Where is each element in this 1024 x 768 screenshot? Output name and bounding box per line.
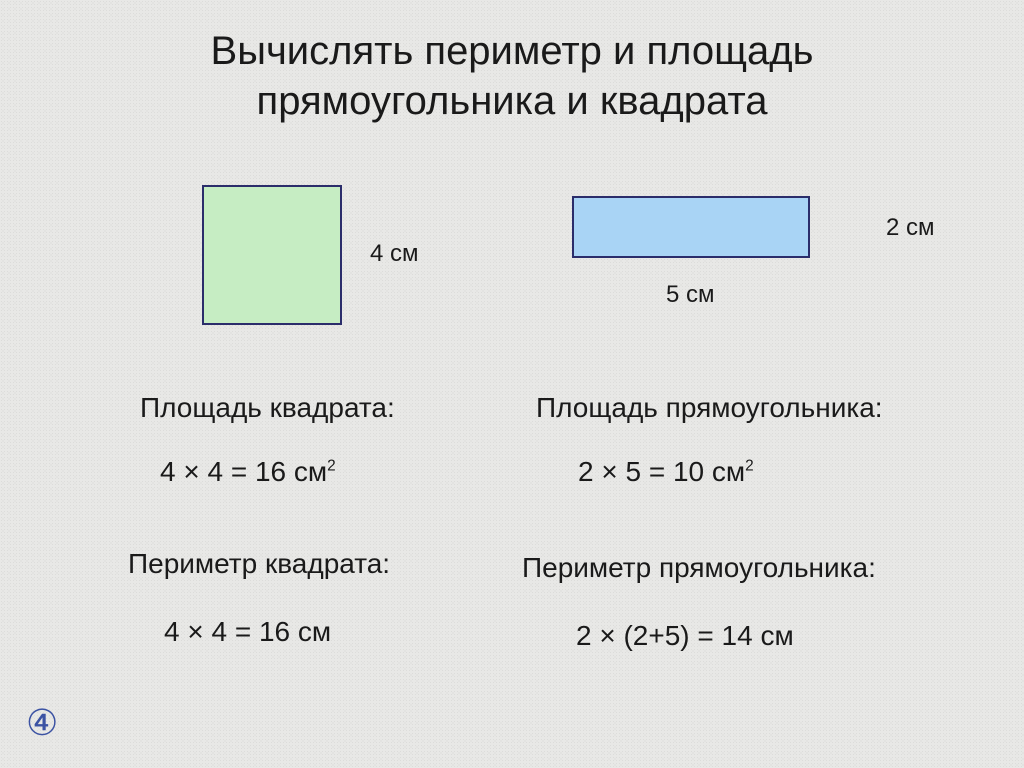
rect-area-heading: Площадь прямоугольника:: [536, 392, 883, 424]
rect-perimeter-calc: 2 × (2+5) = 14 см: [576, 620, 794, 652]
rectangle-height-label: 2 см: [886, 214, 935, 242]
square-shape: [202, 185, 342, 325]
square-perimeter-heading: Периметр квадрата:: [128, 548, 390, 580]
square-side-label: 4 см: [370, 240, 419, 268]
rect-area-exponent: 2: [745, 458, 754, 475]
square-area-heading: Площадь квадрата:: [140, 392, 395, 424]
rect-area-calc-text: 2 × 5 = 10 см: [578, 456, 745, 487]
title-line-1: Вычислять периметр и площадь: [211, 29, 814, 73]
square-area-calc: 4 × 4 = 16 см2: [160, 456, 336, 488]
square-area-calc-text: 4 × 4 = 16 см: [160, 456, 327, 487]
title-line-2: прямоугольника и квадрата: [257, 79, 768, 123]
square-perimeter-calc: 4 × 4 = 16 см: [164, 616, 331, 648]
rect-area-calc: 2 × 5 = 10 см2: [578, 456, 754, 488]
page-number-badge: ④: [26, 702, 58, 744]
rectangle-shape: [572, 196, 810, 258]
square-area-exponent: 2: [327, 458, 336, 475]
rectangle-width-label: 5 см: [666, 281, 715, 309]
page-title: Вычислять периметр и площадь прямоугольн…: [0, 26, 1024, 126]
rect-perimeter-heading: Периметр прямоугольника:: [522, 552, 876, 584]
